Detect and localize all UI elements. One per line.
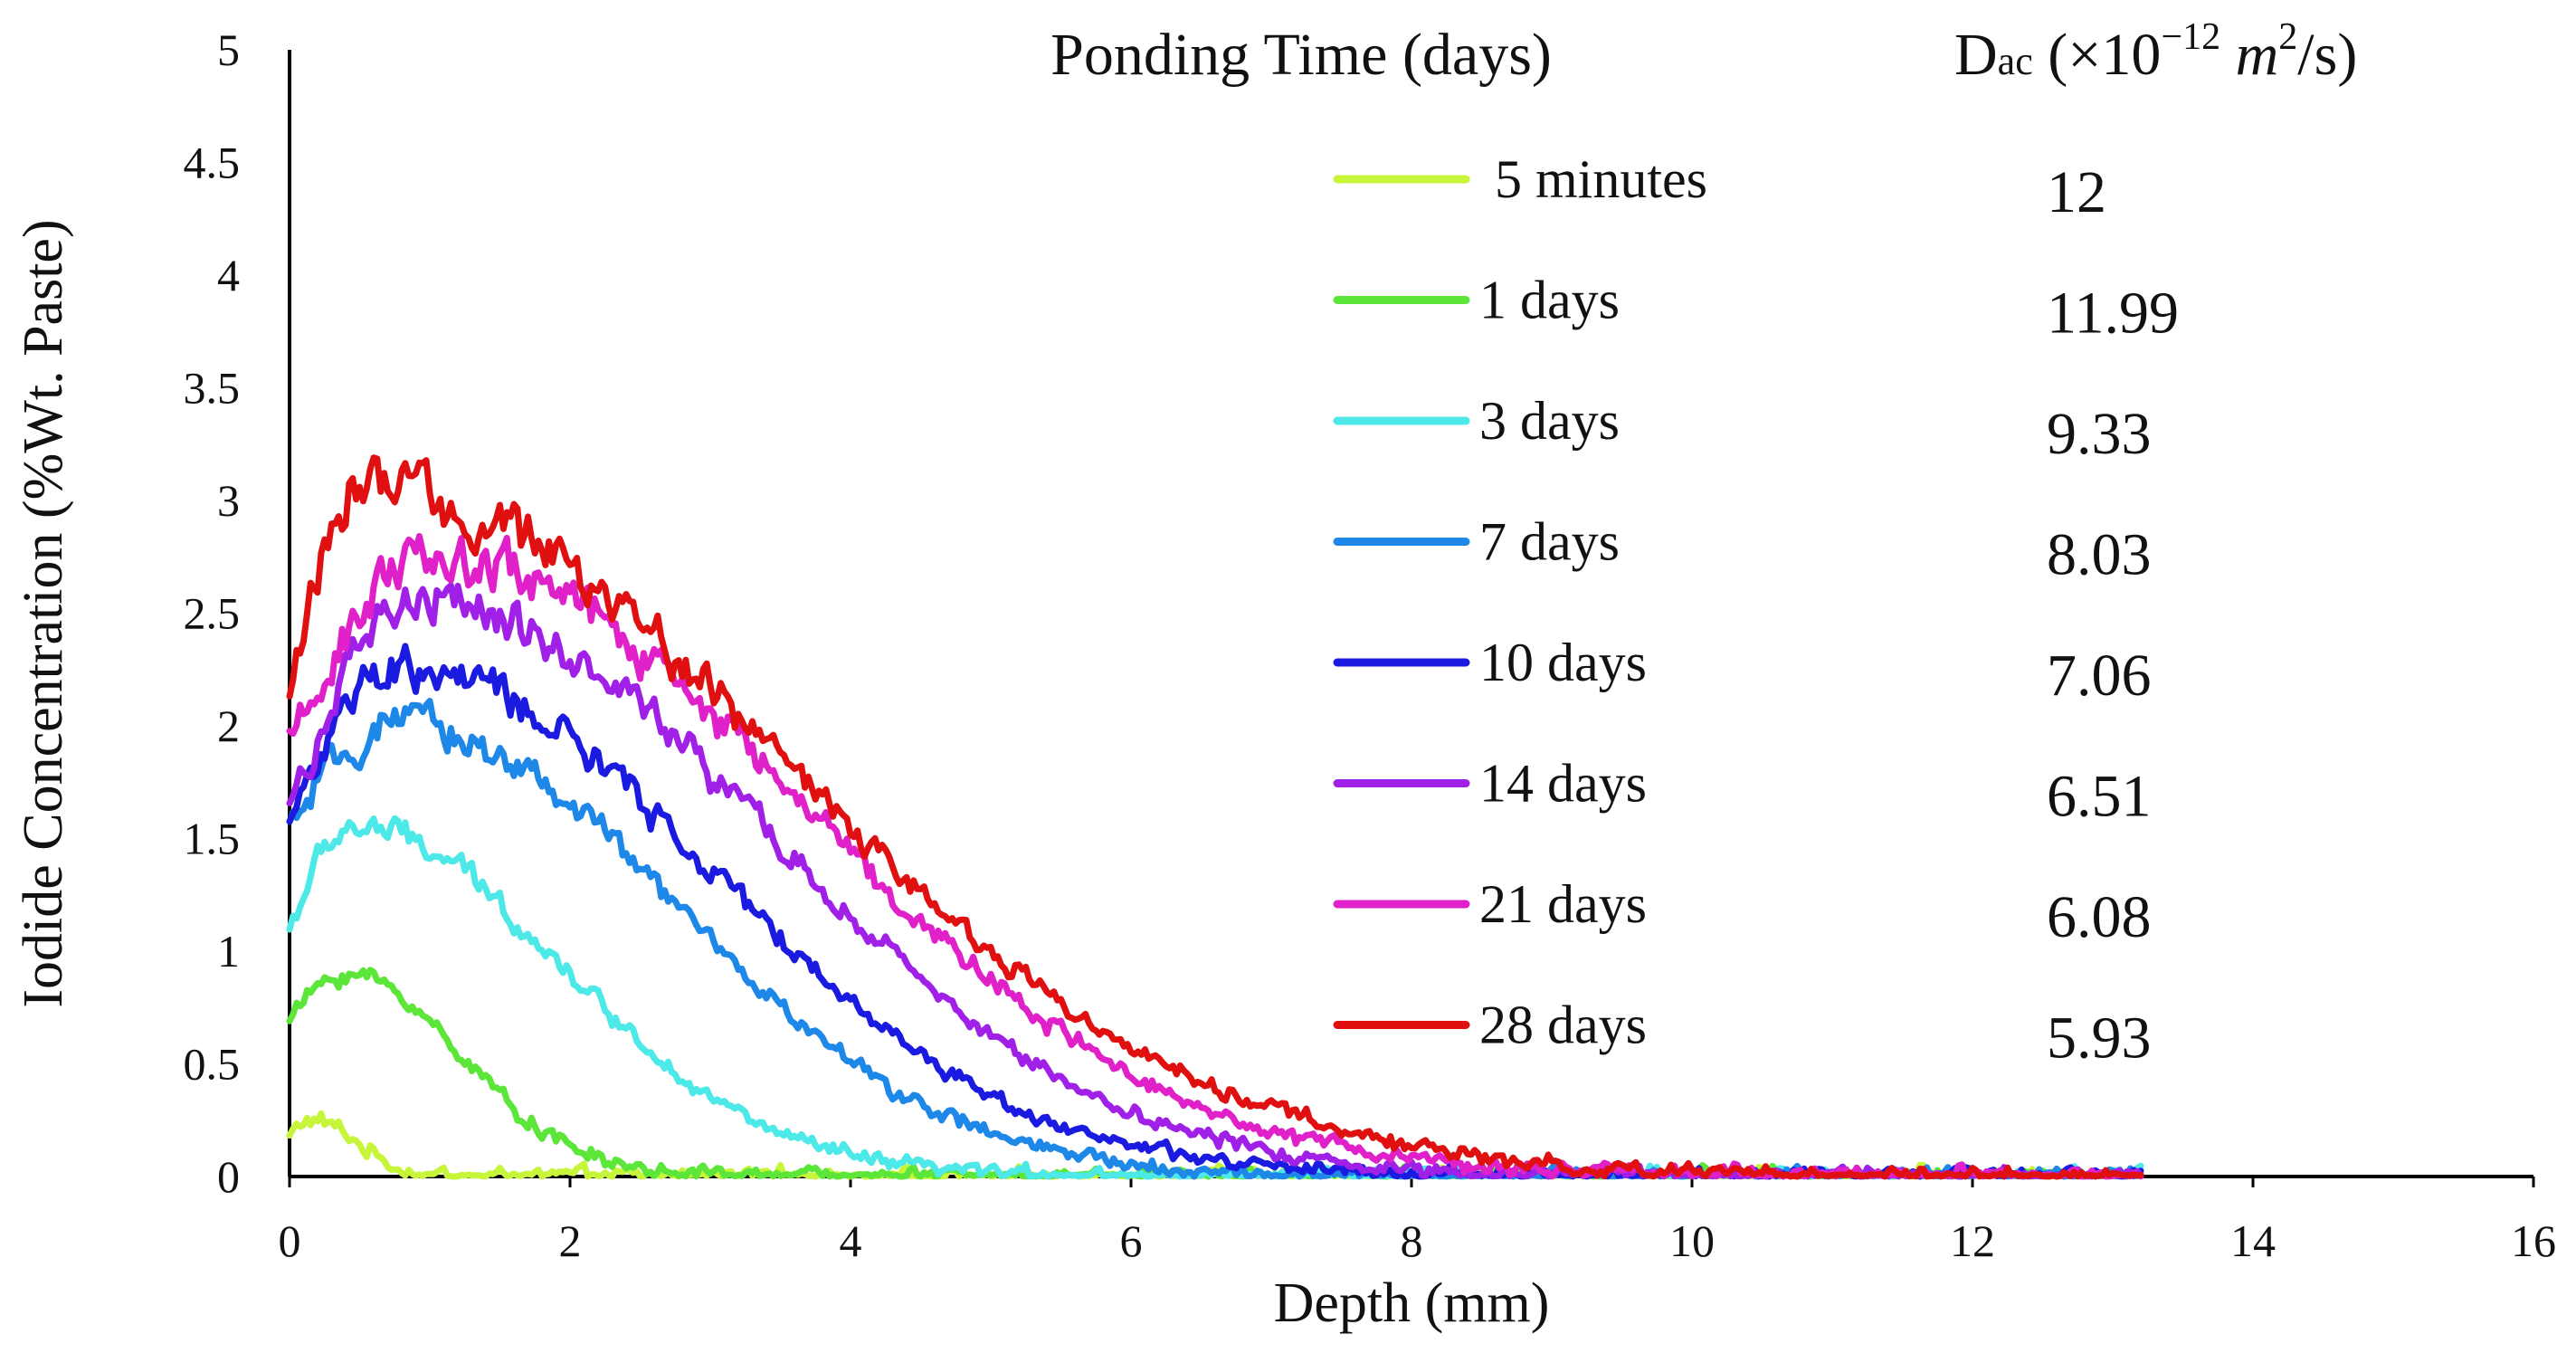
dac-value-0: 12 [2047,159,2106,225]
legend-title: Ponding Time (days) [1050,22,1552,88]
series-line-2 [286,815,2144,1180]
y-tick-label: 4.5 [184,138,241,188]
x-tick-labels: 0 2 4 6 8 10 12 14 16 [279,1177,2556,1266]
legend: 5 minutes 12 1 days 11.99 3 days 9.33 7 days 8.… [1333,149,2179,1072]
x-tick-label: 12 [1950,1215,1995,1266]
x-tick-label: 2 [559,1215,582,1266]
dac-value-7: 5.93 [2047,1005,2152,1072]
y-axis-title: Iodide Concentration (%Wt. Paste) [13,219,74,1007]
y-tick-label: 3.5 [184,363,241,414]
series-line-7 [286,454,2144,1180]
dac-value-1: 11.99 [2047,281,2179,347]
x-tick-label: 8 [1401,1215,1423,1266]
legend-label-3: 7 days [1479,512,1620,572]
legend-label-7: 28 days [1479,996,1647,1055]
legend-label-2: 3 days [1479,391,1620,451]
dac-value-4: 7.06 [2047,643,2152,709]
legend-label-6: 21 days [1479,874,1647,934]
x-tick-label: 16 [2511,1215,2556,1266]
legend-label-5: 14 days [1479,754,1647,814]
x-tick-label: 14 [2230,1215,2276,1266]
series-lines [286,454,2144,1180]
legend-label-4: 10 days [1479,633,1647,692]
y-tick-label: 1.5 [184,814,241,864]
y-tick-label: 5 [217,24,240,75]
legend-label-0: 5 minutes [1495,149,1707,209]
y-tick-label: 4 [217,250,240,300]
x-tick-label: 4 [840,1215,862,1266]
x-axis-title: Depth (mm) [1274,1272,1550,1334]
y-tick-label: 1 [217,926,240,977]
y-tick-label: 3 [217,475,240,526]
dac-value-5: 6.51 [2047,764,2152,830]
y-tick-labels: 0 0.5 1 1.5 2 2.5 3 3.5 4 4.5 5 [184,24,241,1202]
y-tick-label: 0.5 [184,1039,241,1090]
x-tick-label: 6 [1120,1215,1143,1266]
dac-value-2: 9.33 [2047,401,2152,467]
dac-value-6: 6.08 [2047,884,2152,950]
y-tick-label: 2 [217,700,240,751]
legend-label-1: 1 days [1479,271,1620,330]
x-tick-label: 10 [1669,1215,1715,1266]
series-line-4 [286,643,2144,1180]
dac-value-3: 8.03 [2047,522,2152,588]
dac-header: Dac (×10−12 m2/s) [1954,16,2357,88]
y-tick-label: 2.5 [184,588,241,639]
series-line-3 [286,698,2144,1180]
x-tick-label: 0 [279,1215,301,1266]
y-tick-label: 0 [217,1151,240,1202]
